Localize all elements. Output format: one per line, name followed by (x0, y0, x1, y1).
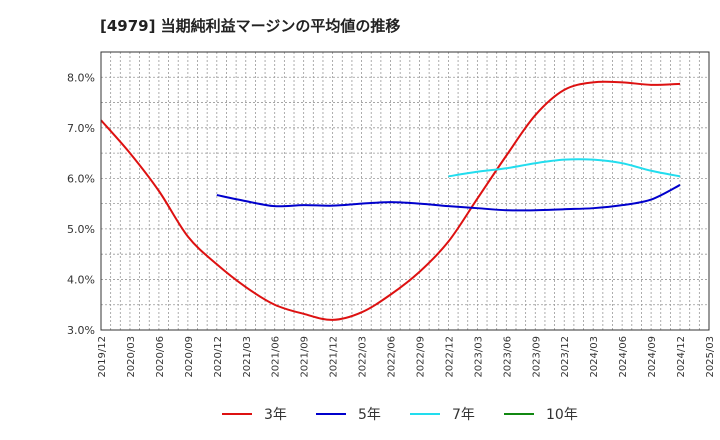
x-axis-ticks: 2019/12 2020/03 2020/06 2020/09 2020/12 2021/… (97, 336, 716, 378)
legend-label: 5年 (358, 407, 381, 423)
x-tick-label: 2025/03 (705, 336, 716, 378)
x-tick-label: 2022/09 (415, 336, 426, 378)
x-tick-label: 2023/06 (502, 336, 513, 378)
x-tick-label: 2022/12 (444, 336, 455, 378)
y-axis-ticks: 8.0% 7.0% 6.0% 5.0% 4.0% 3.0% (67, 71, 95, 337)
plot-frame (100, 51, 710, 331)
x-tick-label: 2021/06 (271, 336, 282, 378)
legend: 3年 5年 7年 10年 (222, 407, 578, 423)
x-tick-label: 2021/03 (242, 336, 253, 378)
y-tick-label: 5.0% (67, 223, 95, 236)
y-tick-label: 8.0% (67, 71, 95, 84)
y-tick-label: 7.0% (67, 122, 95, 135)
x-tick-label: 2024/03 (589, 336, 600, 378)
x-tick-label: 2022/03 (358, 336, 369, 378)
series-line-3年 (100, 80, 681, 321)
y-tick-label: 3.0% (67, 324, 95, 337)
x-tick-label: 2024/06 (618, 336, 629, 378)
series-lines (100, 80, 681, 321)
x-tick-label: 2020/09 (184, 336, 195, 378)
chart-title: [4979] 当期純利益マージンの平均値の推移 (100, 17, 400, 35)
series-line-7年 (448, 158, 681, 178)
x-tick-label: 2020/06 (155, 336, 166, 378)
legend-label: 7年 (452, 407, 475, 423)
x-tick-label: 2021/09 (300, 336, 311, 378)
y-tick-label: 6.0% (67, 172, 95, 185)
x-tick-label: 2023/09 (531, 336, 542, 378)
x-tick-label: 2020/12 (213, 336, 224, 378)
x-tick-label: 2024/09 (647, 336, 658, 378)
x-tick-label: 2020/03 (126, 336, 137, 378)
x-tick-label: 2019/12 (97, 336, 108, 378)
x-tick-label: 2023/12 (560, 336, 571, 378)
x-tick-label: 2023/03 (473, 336, 484, 378)
x-tick-label: 2022/06 (387, 336, 398, 378)
x-tick-label: 2021/12 (329, 336, 340, 378)
y-tick-label: 4.0% (67, 273, 95, 286)
legend-label: 3年 (264, 407, 287, 423)
series-line-5年 (216, 184, 681, 212)
legend-label: 10年 (546, 407, 578, 423)
x-tick-label: 2024/12 (676, 336, 687, 378)
grid (101, 51, 709, 330)
